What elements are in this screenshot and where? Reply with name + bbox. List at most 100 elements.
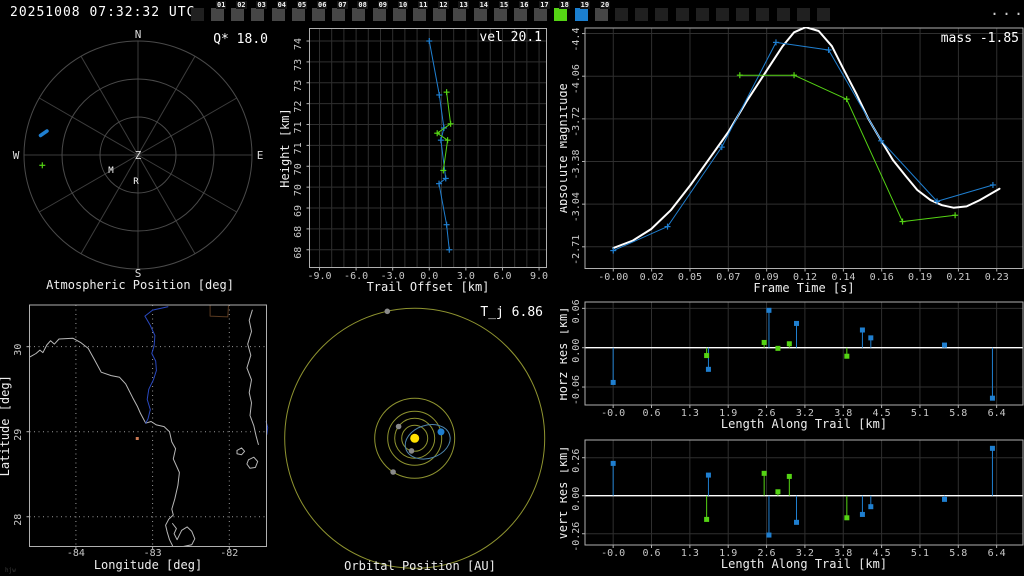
data-line [739,74,956,223]
planet-orbit [284,307,546,569]
frame-thumbnail[interactable] [574,8,588,21]
x-tick-label: 3.2 [796,548,814,559]
frame-thumbnail[interactable] [312,8,325,21]
square-marker [761,470,767,476]
fit-curve [612,27,1001,250]
square-marker [761,339,767,345]
frame-slot-empty[interactable] [635,8,649,21]
planet-dot [390,469,396,475]
frame-thumbnail[interactable] [413,8,426,21]
y-tick-label: 70 [293,163,304,175]
x-tick-label: 0.23 [985,272,1009,283]
x-tick-label: 6.4 [988,408,1006,419]
polar-spoke [137,97,237,156]
frame-thumbnail[interactable] [352,8,366,21]
x-tick-label: 0.6 [642,548,660,559]
zenith-label: Z [135,149,142,162]
state-boundary [209,304,229,318]
square-marker [766,307,772,313]
x-tick-label: 0.0 [420,271,438,282]
frame-thumbnail[interactable] [453,8,467,21]
frame-thumbnail[interactable] [332,8,346,21]
frame-thumbnail[interactable] [291,8,305,21]
x-tick-label: 0.19 [908,272,932,283]
bay-peninsula [172,523,196,547]
y-tick-label: 70 [293,184,304,196]
frame-thumbnail[interactable] [473,8,487,21]
frame-thumbnail[interactable] [514,8,527,21]
frame-thumbnail[interactable] [251,8,265,21]
y-tick-label: 0.00 [571,339,582,363]
x-axis-title: Length Along Trail [km] [721,417,887,431]
y-tick-label: 68 [293,247,304,259]
x-tick-label: 6.0 [493,271,511,282]
frame-slot-empty[interactable] [675,8,689,21]
y-tick-label: -3.38 [571,149,582,179]
square-marker [704,353,710,359]
frame-slot-empty[interactable] [756,8,770,21]
frame-slot-empty[interactable] [716,8,729,21]
square-marker [786,341,792,347]
frame-thumbnail[interactable] [231,8,245,21]
y-tick-label: 73 [293,59,304,71]
frame-slot-empty[interactable] [191,8,204,21]
y-tick-label: 72 [293,101,304,113]
frame-thumbnail[interactable] [271,8,285,21]
meteor-track-marker [38,129,49,138]
frame-slot-empty[interactable] [796,8,810,21]
compass-north: N [135,28,142,41]
frame-thumbnail[interactable] [534,8,548,21]
frame-number-label: 01 [216,1,227,9]
x-tick-label: 0.07 [716,272,740,283]
polar-spoke [80,56,139,156]
polar-spoke [137,154,237,213]
meteoroid-orbit [404,424,451,460]
square-marker [705,366,711,372]
square-marker [794,519,800,525]
horizontal-residuals-panel: -0.0 0.6 1.3 1.9 2.6 3.2 3.8 4.5 5.1 5.8 6.4 0.06 0.… [560,299,1024,431]
panel-caption: Orbital Position [AU] [344,559,496,573]
square-marker [859,327,865,333]
square-marker [610,460,616,466]
frame-thumbnail[interactable] [211,8,224,21]
frame-slot-empty[interactable] [817,8,830,21]
frame-number-label: 12 [438,1,449,9]
x-tick-label: 4.5 [873,548,891,559]
square-marker [705,472,711,478]
frame-slot-empty[interactable] [695,8,709,21]
frame-number-label: 05 [296,1,308,9]
frame-slot-empty[interactable] [776,8,790,21]
more-frames-button[interactable]: ... [990,1,1024,19]
planet-orbit [401,424,429,452]
compass-south: S [135,267,142,280]
frame-number-label: 07 [337,1,348,9]
y-tick-label: 30 [13,344,24,356]
x-tick-label: 4.5 [873,408,891,419]
x-tick-label: 1.9 [719,408,737,419]
y-tick-label: 73 [293,80,304,92]
frame-slot-empty[interactable] [736,8,750,21]
x-tick-label: 3.0 [457,271,475,282]
planet-dot [384,308,391,315]
frame-thumbnail[interactable] [493,8,507,21]
frame-thumbnail[interactable] [433,8,447,21]
x-axis-title: Length Along Trail [km] [721,557,887,571]
frame-number-label: 16 [519,1,530,9]
light-curve-panel: -0.00 0.02 0.05 0.07 0.09 0.12 0.14 0.16 0.19 0.2… [560,27,1024,295]
frame-slot-empty[interactable] [615,8,628,21]
frame-number-label: 03 [256,1,267,9]
frame-thumbnail[interactable] [554,8,568,21]
lake-2 [246,456,259,469]
frame-number-label: 19 [579,1,591,9]
frame-thumbnail[interactable] [372,8,386,21]
polar-ring [61,78,215,232]
frame-slot-empty[interactable] [655,8,669,21]
square-marker [844,515,850,521]
square-marker [989,445,995,451]
frame-thumbnail[interactable] [392,8,406,21]
square-marker [775,345,781,351]
x-tick-label: 3.8 [834,408,852,419]
square-marker [766,532,772,538]
frame-thumbnail[interactable] [594,8,608,21]
frame-number-label: 10 [397,1,409,9]
